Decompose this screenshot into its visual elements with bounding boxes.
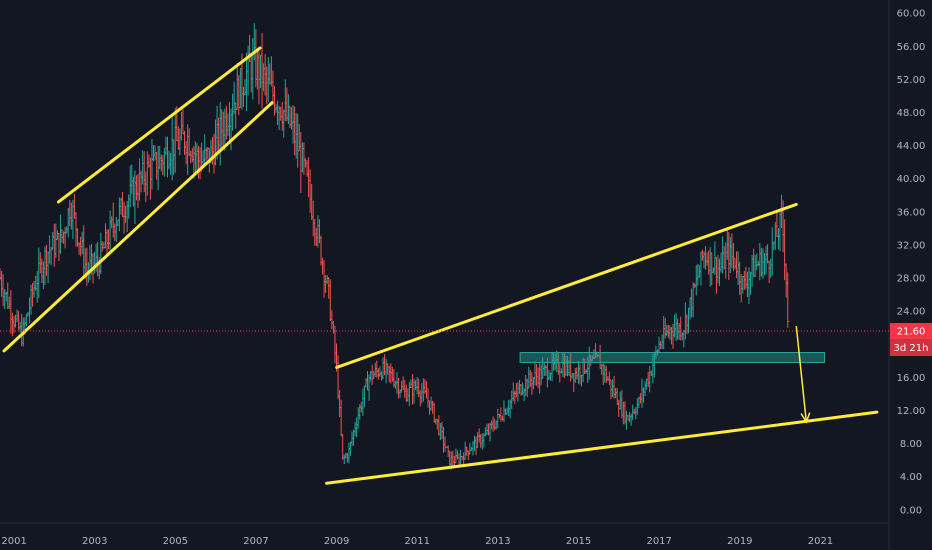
time-tick-label: 2003 — [82, 536, 107, 547]
bar-countdown-label: 3d 21h — [894, 343, 929, 354]
time-tick-label: 2015 — [566, 536, 591, 547]
price-tick-label: 28.00 — [897, 274, 926, 285]
price-tick-label: 60.00 — [897, 9, 926, 20]
price-tick-label: 4.00 — [900, 472, 922, 483]
price-tick-label: 56.00 — [897, 42, 926, 53]
price-tick-label: 0.00 — [900, 505, 922, 516]
arrow-shaft — [795, 325, 808, 423]
time-tick-label: 2001 — [1, 536, 26, 547]
trendlines-layer — [2, 46, 879, 485]
current-price-label: 21.60 — [897, 327, 926, 338]
down-arrow[interactable] — [795, 325, 811, 424]
price-tick-label: 40.00 — [897, 174, 926, 185]
time-tick-label: 2009 — [324, 536, 349, 547]
time-axis[interactable]: 2001 2003 2005 2007 2009 2011 2013 2015 2017 2019… — [1, 536, 833, 547]
time-tick-label: 2005 — [163, 536, 188, 547]
time-tick-label: 2011 — [405, 536, 430, 547]
arrow-head — [800, 412, 811, 424]
support-zone-rectangle[interactable] — [519, 352, 825, 363]
support-zone-layer — [519, 352, 825, 363]
time-tick-label: 2017 — [646, 536, 671, 547]
price-axis[interactable]: 60.00 56.00 52.00 48.00 44.00 40.00 36.00 32.00… — [897, 9, 926, 517]
price-tick-label: 24.00 — [897, 307, 926, 318]
price-tick-label: 12.00 — [897, 406, 926, 417]
trendline[interactable] — [325, 410, 879, 485]
time-tick-label: 2021 — [808, 536, 833, 547]
price-tick-label: 44.00 — [897, 141, 926, 152]
price-tick-label: 8.00 — [900, 439, 922, 450]
price-tick-label: 36.00 — [897, 207, 926, 218]
trendline[interactable] — [2, 101, 274, 353]
price-tick-label: 48.00 — [897, 108, 926, 119]
price-tick-label: 52.00 — [897, 75, 926, 86]
bar-countdown-badge — [890, 339, 932, 357]
price-tick-label: 16.00 — [897, 373, 926, 384]
current-price-layer: 21.60 3d 21h — [0, 323, 932, 357]
time-tick-label: 2013 — [485, 536, 510, 547]
current-price-badge — [890, 323, 932, 340]
price-tick-label: 32.00 — [897, 240, 926, 251]
time-tick-label: 2019 — [727, 536, 752, 547]
time-tick-label: 2007 — [243, 536, 268, 547]
ohlc-bar — [786, 272, 790, 328]
trendline[interactable] — [56, 46, 262, 204]
trendline[interactable] — [335, 202, 798, 369]
